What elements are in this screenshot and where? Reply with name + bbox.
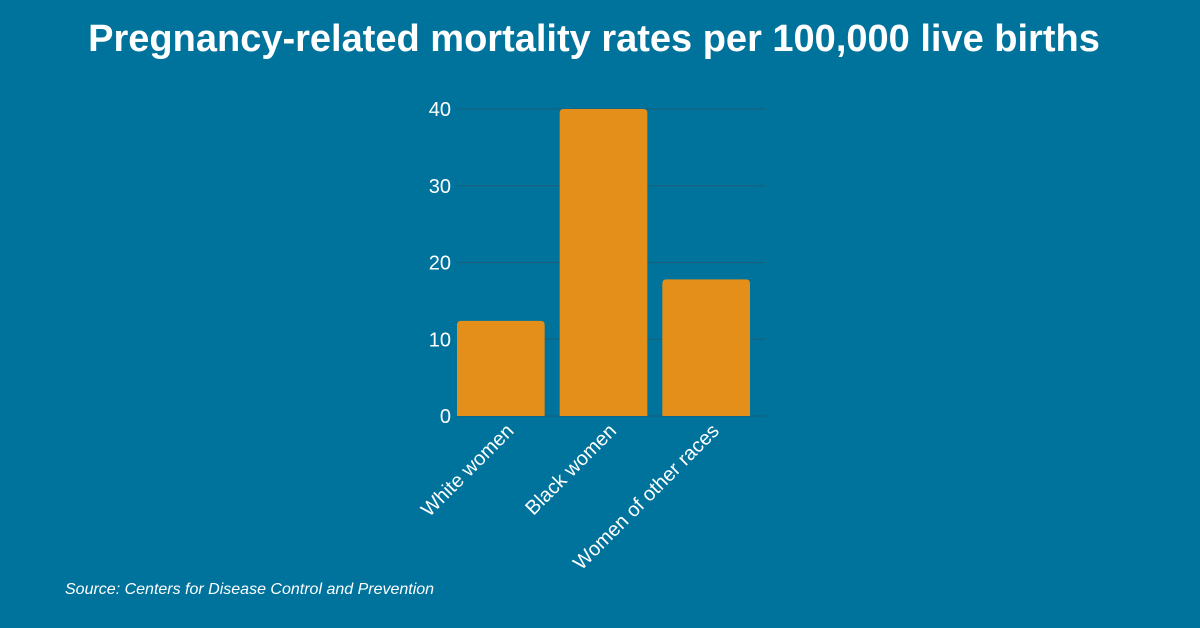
bar-white-women	[457, 320, 545, 416]
bar-women-of-other-races	[662, 279, 750, 416]
y-tick-label: 30	[429, 176, 451, 198]
x-tick-label: White women	[417, 420, 518, 521]
y-tick-label: 10	[429, 329, 451, 351]
y-tick-label: 0	[440, 406, 451, 428]
x-tick-label: Black women	[521, 420, 621, 520]
bars	[457, 109, 750, 416]
y-tick-label: 40	[429, 99, 451, 121]
bar-black-women	[559, 109, 648, 416]
y-tick-label: 20	[429, 253, 451, 275]
source-note: Source: Centers for Disease Control and …	[65, 581, 435, 598]
chart-title: Pregnancy-related mortality rates per 10…	[88, 18, 1100, 60]
y-axis-ticks: 0 10 20 30 40	[429, 99, 451, 428]
